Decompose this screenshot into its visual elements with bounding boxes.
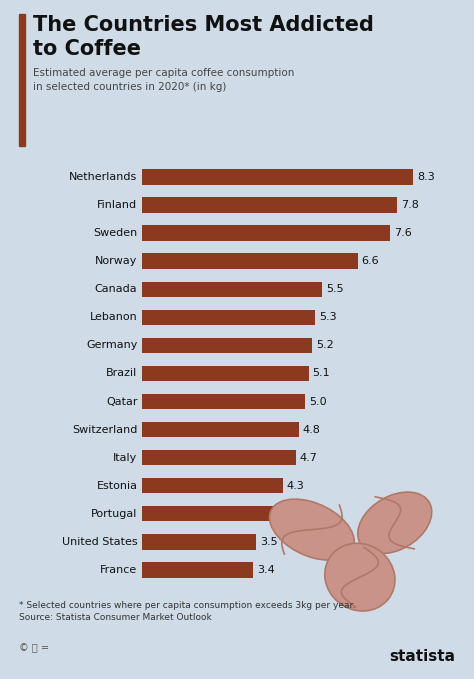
Bar — [142, 198, 397, 213]
Ellipse shape — [358, 492, 432, 553]
Text: 4.8: 4.8 — [303, 424, 321, 435]
Bar — [142, 282, 322, 297]
Text: Norway: Norway — [95, 256, 137, 266]
Text: Germany: Germany — [86, 340, 137, 350]
Text: France: France — [100, 565, 137, 575]
Ellipse shape — [325, 543, 395, 611]
Text: 5.5: 5.5 — [326, 285, 343, 294]
Text: 8.3: 8.3 — [417, 172, 435, 182]
Bar — [142, 394, 305, 409]
Text: statista: statista — [389, 649, 455, 664]
Text: 4.7: 4.7 — [300, 453, 318, 462]
Text: © ⓘ =: © ⓘ = — [19, 643, 49, 653]
Text: Netherlands: Netherlands — [69, 172, 137, 182]
Text: 4.0: 4.0 — [277, 509, 294, 519]
Bar — [142, 506, 273, 521]
Bar — [142, 366, 309, 381]
Text: 5.1: 5.1 — [313, 369, 330, 378]
Bar — [142, 450, 296, 465]
Text: United States: United States — [62, 537, 137, 547]
Text: 7.6: 7.6 — [394, 228, 412, 238]
Bar — [142, 169, 413, 185]
Text: Switzerland: Switzerland — [72, 424, 137, 435]
Bar — [142, 478, 283, 494]
Text: to Coffee: to Coffee — [33, 39, 141, 58]
Ellipse shape — [270, 499, 354, 560]
Text: 5.2: 5.2 — [316, 340, 334, 350]
Bar — [142, 422, 299, 437]
Text: Canada: Canada — [95, 285, 137, 294]
Text: 3.5: 3.5 — [260, 537, 278, 547]
Text: Finland: Finland — [97, 200, 137, 210]
Bar — [142, 310, 315, 325]
Text: Portugal: Portugal — [91, 509, 137, 519]
Text: 4.3: 4.3 — [286, 481, 304, 491]
Bar — [142, 534, 256, 549]
Text: Lebanon: Lebanon — [90, 312, 137, 323]
Text: Italy: Italy — [113, 453, 137, 462]
Bar — [142, 562, 253, 578]
Text: Sweden: Sweden — [93, 228, 137, 238]
Text: The Countries Most Addicted: The Countries Most Addicted — [33, 15, 374, 35]
Text: * Selected countries where per capita consumption exceeds 3kg per year.
Source: : * Selected countries where per capita co… — [19, 601, 355, 623]
Text: 5.0: 5.0 — [310, 397, 327, 407]
Text: Qatar: Qatar — [106, 397, 137, 407]
Text: 3.4: 3.4 — [257, 565, 275, 575]
Bar — [142, 225, 391, 241]
Text: Brazil: Brazil — [106, 369, 137, 378]
Bar — [142, 253, 358, 269]
Text: Estimated average per capita coffee consumption
in selected countries in 2020* (: Estimated average per capita coffee cons… — [33, 68, 294, 92]
Text: 5.3: 5.3 — [319, 312, 337, 323]
Text: 7.8: 7.8 — [401, 200, 419, 210]
Text: 6.6: 6.6 — [362, 256, 379, 266]
Text: Estonia: Estonia — [97, 481, 137, 491]
Bar — [142, 337, 312, 353]
